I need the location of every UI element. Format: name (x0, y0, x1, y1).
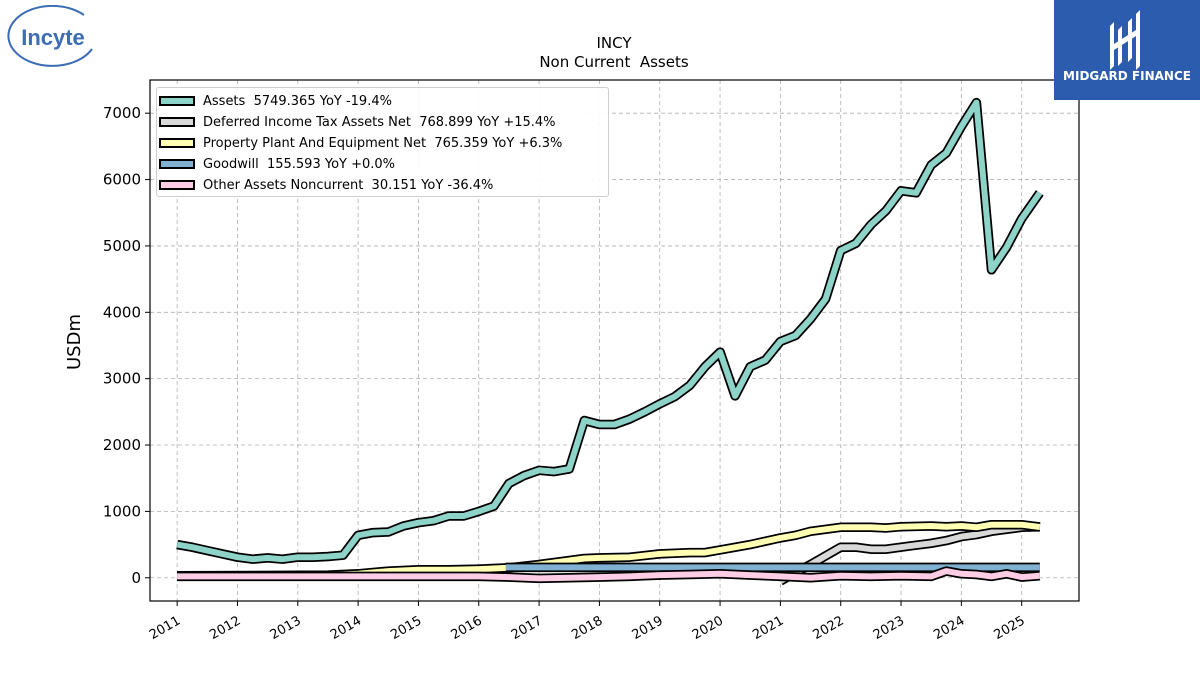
legend-item-assets: Assets 5749.365 YoY -19.4% (159, 92, 392, 110)
y-tick-label-3: 3000 (103, 370, 141, 388)
x-tick-label-3: 2014 (328, 613, 364, 643)
legend-label-goodwill: Goodwill 155.593 YoY +0.0% (203, 156, 396, 172)
x-tick-label-11: 2022 (811, 613, 847, 643)
legend-item-deferred-income-tax: Deferred Income Tax Assets Net 768.899 Y… (159, 113, 556, 131)
x-tick-label-9: 2020 (690, 613, 726, 643)
series-line-assets (176, 99, 1043, 563)
legend-swatch-deferred-income-tax (159, 117, 195, 127)
series-line-deferred-income-tax-assets-net (778, 523, 1040, 584)
legend-swatch-assets (159, 96, 195, 106)
x-tick-label-1: 2012 (207, 613, 243, 643)
x-tick-label-0: 2011 (147, 613, 183, 643)
midgard-finance-logo: MIDGARD FINANCE (1054, 0, 1200, 100)
x-tick-label-7: 2018 (569, 613, 605, 643)
x-tick-label-12: 2023 (871, 613, 907, 643)
legend-label-other-assets: Other Assets Noncurrent 30.151 YoY -36.4… (203, 177, 494, 193)
x-tick-label-14: 2025 (992, 613, 1028, 643)
series-layer (176, 97, 1044, 586)
legend-swatch-other-assets (159, 180, 195, 190)
y-axis-label: USDm (64, 314, 85, 370)
incyte-logo: Incyte (6, 4, 100, 69)
midgard-logo-text: MIDGARD FINANCE (1063, 69, 1191, 83)
series-line-other-assets-noncurrent (177, 568, 1041, 582)
legend-item-ppe: Property Plant And Equipment Net 765.359… (159, 134, 562, 152)
x-tick-label-13: 2024 (931, 613, 967, 643)
y-tick-label-7: 7000 (103, 104, 141, 122)
y-tick-label-4: 4000 (103, 303, 141, 321)
series-line-property-plant-and-equipment-net (177, 521, 1041, 579)
x-tick-label-2: 2013 (268, 613, 304, 643)
y-tick-label-1: 1000 (103, 502, 141, 520)
x-tick-label-4: 2015 (388, 613, 424, 643)
x-ticks: 2011 2012 2013 2014 2015 2016 2017 2018 2019 2020… (147, 601, 1028, 643)
x-tick-label-5: 2016 (449, 613, 485, 643)
plot-frame (149, 79, 1080, 602)
legend-item-goodwill: Goodwill 155.593 YoY +0.0% (159, 155, 395, 173)
legend-item-other-assets: Other Assets Noncurrent 30.151 YoY -36.4… (159, 176, 493, 194)
x-tick-label-10: 2021 (750, 613, 786, 643)
y-tick-label-2: 2000 (103, 436, 141, 454)
midgard-emblem-icon (1110, 10, 1140, 70)
chart-title: INCY (596, 34, 632, 52)
logo-ring (7, 4, 93, 67)
y-tick-label-5: 5000 (103, 237, 141, 255)
y-tick-label-0: 0 (131, 569, 141, 587)
legend-swatch-ppe (159, 138, 195, 148)
x-tick-label-6: 2017 (509, 613, 545, 643)
legend: Assets 5749.365 YoY -19.4% Deferred Inco… (156, 87, 609, 197)
legend-swatch-goodwill (159, 159, 195, 169)
y-ticks: 0 1000 2000 3000 4000 5000 6000 7000 (103, 104, 150, 587)
legend-label-deferred-income-tax: Deferred Income Tax Assets Net 768.899 Y… (203, 114, 556, 130)
legend-label-ppe: Property Plant And Equipment Net 765.359… (203, 135, 563, 151)
legend-label-assets: Assets 5749.365 YoY -19.4% (203, 93, 392, 109)
chart-subtitle: Non Current Assets (539, 53, 689, 71)
y-tick-label-6: 6000 (103, 171, 141, 189)
logo-text: Incyte (21, 25, 85, 50)
x-tick-label-8: 2019 (630, 613, 666, 643)
